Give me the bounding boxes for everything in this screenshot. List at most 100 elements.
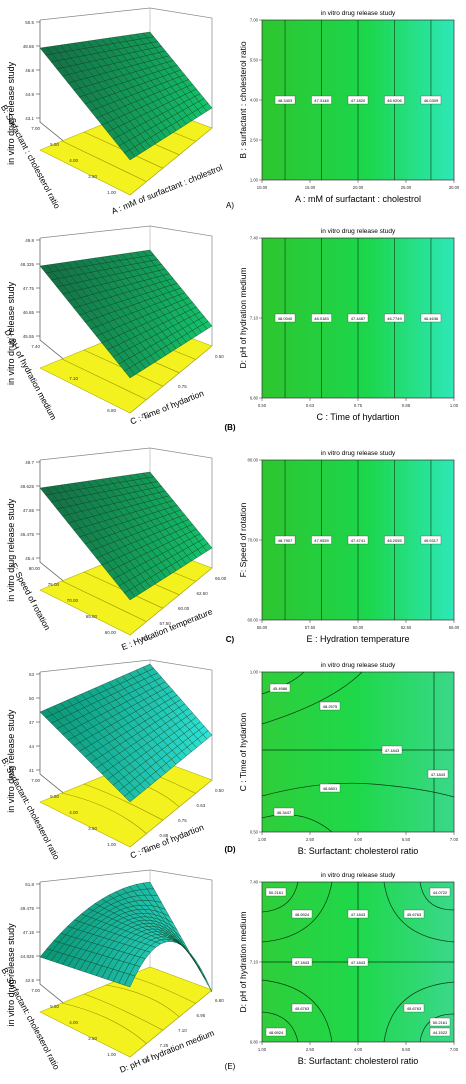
contour-y-tick-label: 4.00 — [250, 98, 259, 103]
contour-x-tick-label: 20.00 — [353, 185, 364, 190]
panel-E: 51.8 49.475 47.15 44.825 42.5 7.00 5.50 4.00 2.5… — [0, 862, 466, 1079]
z-tick-label: 47.15 — [23, 930, 35, 935]
x-tick-label: 0.88 — [160, 833, 169, 838]
contour-y-tick-label: 6.80 — [250, 396, 259, 401]
contour-label-box — [429, 1027, 451, 1037]
contour-x-tick-label: 4.00 — [354, 837, 363, 842]
contour-line — [261, 782, 455, 798]
contour-y-tick-label: 80.00 — [248, 458, 259, 463]
contour-line-label: 48.0040 — [278, 316, 293, 321]
contour-y-label: F: Speed of rotation — [238, 502, 248, 577]
contour-title: in vitro drug release study — [321, 872, 396, 879]
y-tick-label: 80.00 — [29, 566, 41, 571]
surface-z-label: in vitro drug release study — [6, 61, 16, 165]
contour-y-tick-label: 70.00 — [248, 538, 259, 543]
contour-x-tick-label: 0.75 — [354, 403, 363, 408]
contour-label-box — [403, 909, 425, 919]
contour-label-box — [381, 745, 403, 755]
z-tick-label: 49.8 — [25, 238, 34, 243]
surface-mesh — [39, 471, 213, 601]
contour-title: in vitro drug release study — [321, 450, 396, 457]
contour-line-label: 46.4636 — [424, 316, 439, 321]
contour-label-box — [274, 535, 296, 545]
contour-x-label: E : Hydration temperature — [306, 634, 409, 644]
x-tick-label: 0.50 — [215, 354, 224, 359]
contour-x-label: B: Surfactant: cholesterol ratio — [298, 846, 419, 856]
x-tick-label: 6.95 — [197, 1013, 206, 1018]
contour-label-box — [265, 1027, 287, 1037]
contour-line — [261, 814, 333, 833]
contour-line-label: 45.4986 — [273, 686, 288, 691]
contour-label-box — [311, 313, 332, 323]
y-tick-label: 5.50 — [50, 142, 59, 147]
contour-x-tick-label: 0.63 — [306, 403, 315, 408]
contour-plot: in vitro drug release study 45.4986 48.257… — [238, 662, 459, 856]
contour-x-label: B: Surfactant: cholesterol ratio — [298, 1056, 419, 1066]
y-tick-label: 2.50 — [88, 1036, 97, 1041]
y-tick-label: 70.00 — [67, 598, 79, 603]
surface-cell — [202, 103, 213, 112]
contour-title: in vitro drug release study — [321, 662, 396, 669]
contour-x-tick-label: 60.00 — [353, 625, 364, 630]
contour-label-box — [420, 535, 442, 545]
contour-y-tick-label: 1.00 — [250, 670, 259, 675]
surface-mesh — [39, 31, 213, 161]
panel-B: 49.8 48.325 47.75 46.65 45.55 7.40 7.10 6.80 1.0… — [0, 218, 466, 440]
z-tick-label: 46.475 — [20, 532, 34, 537]
contour-line — [261, 671, 363, 725]
z-tick-label: 44.9 — [25, 92, 34, 97]
contour-label-box — [291, 909, 313, 919]
contour-line-label: 44.0722 — [433, 890, 448, 895]
x-tick-label: 57.50 — [160, 621, 172, 626]
contour-line-label: 46.9206 — [387, 98, 402, 103]
contour-y-tick-label: 0.50 — [250, 830, 259, 835]
box-edge — [39, 7, 213, 128]
contour-line-label: 48.6924 — [269, 1030, 284, 1035]
contour-line — [419, 881, 455, 911]
floor-contour-line — [61, 1002, 147, 1044]
contour-x-tick-label: 5.50 — [402, 1047, 411, 1052]
contour-x-tick-label: 1.00 — [258, 837, 267, 842]
contour-x-tick-label: 65.00 — [449, 625, 460, 630]
y-tick-label: 4.00 — [69, 1020, 78, 1025]
x-tick-label: 62.50 — [197, 591, 209, 596]
x-tick-label: 60.00 — [178, 606, 190, 611]
y-tick-label: 1.00 — [107, 842, 116, 847]
contour-label-box — [420, 95, 442, 105]
surface-plot: 53 50 47 44 41 7.00 5.50 4.00 2.50 1.00 1.00 0.88 0.… — [0, 659, 224, 861]
contour-x-tick-label: 15.00 — [305, 185, 316, 190]
contour-label-box — [311, 95, 332, 105]
x-tick-label: 55.00 — [141, 636, 153, 641]
contour-label-box — [319, 701, 341, 711]
contour-label-box — [384, 535, 405, 545]
floor-projection — [39, 966, 213, 1058]
x-tick-label: 6.80 — [215, 998, 224, 1003]
contour-line — [261, 881, 333, 943]
x-tick-label: 0.63 — [197, 803, 206, 808]
y-tick-label: 60.00 — [105, 630, 117, 635]
surface-z-label: in vitro drug release study — [6, 498, 16, 602]
panel-tag: (B) — [224, 423, 235, 432]
contour-line-label: 47.3148 — [314, 98, 329, 103]
contour-label-box — [291, 957, 313, 967]
contour-label-box — [420, 313, 442, 323]
contour-line-label: 45.9317 — [424, 538, 439, 543]
panel-tag: A) — [226, 201, 234, 210]
contour-line-label: 50.2161 — [269, 890, 284, 895]
contour-label-box — [384, 313, 405, 323]
surface-cell — [202, 730, 213, 740]
contour-line — [261, 979, 333, 1043]
contour-line-label: 46.0309 — [424, 98, 439, 103]
panel-tag: C) — [226, 635, 235, 644]
contour-line-label: 46.2055 — [387, 538, 402, 543]
contour-y-tick-label: 6.80 — [250, 1040, 259, 1045]
panel-tag: (D) — [224, 845, 235, 854]
z-tick-label: 53 — [29, 672, 35, 677]
z-tick-label: 44 — [29, 744, 35, 749]
floor-contour-line — [83, 783, 163, 821]
contour-label-box — [269, 683, 291, 693]
contour-line-label: 48.7907 — [278, 538, 293, 543]
y-tick-label: 1.00 — [107, 1052, 116, 1057]
panel-svg: 50.5 48.65 46.8 44.9 43.1 7.00 5.50 4.00 2.50 1.0… — [0, 7, 460, 216]
panel-D: 53 50 47 44 41 7.00 5.50 4.00 2.50 1.00 1.00 0.88 0.… — [0, 652, 466, 862]
